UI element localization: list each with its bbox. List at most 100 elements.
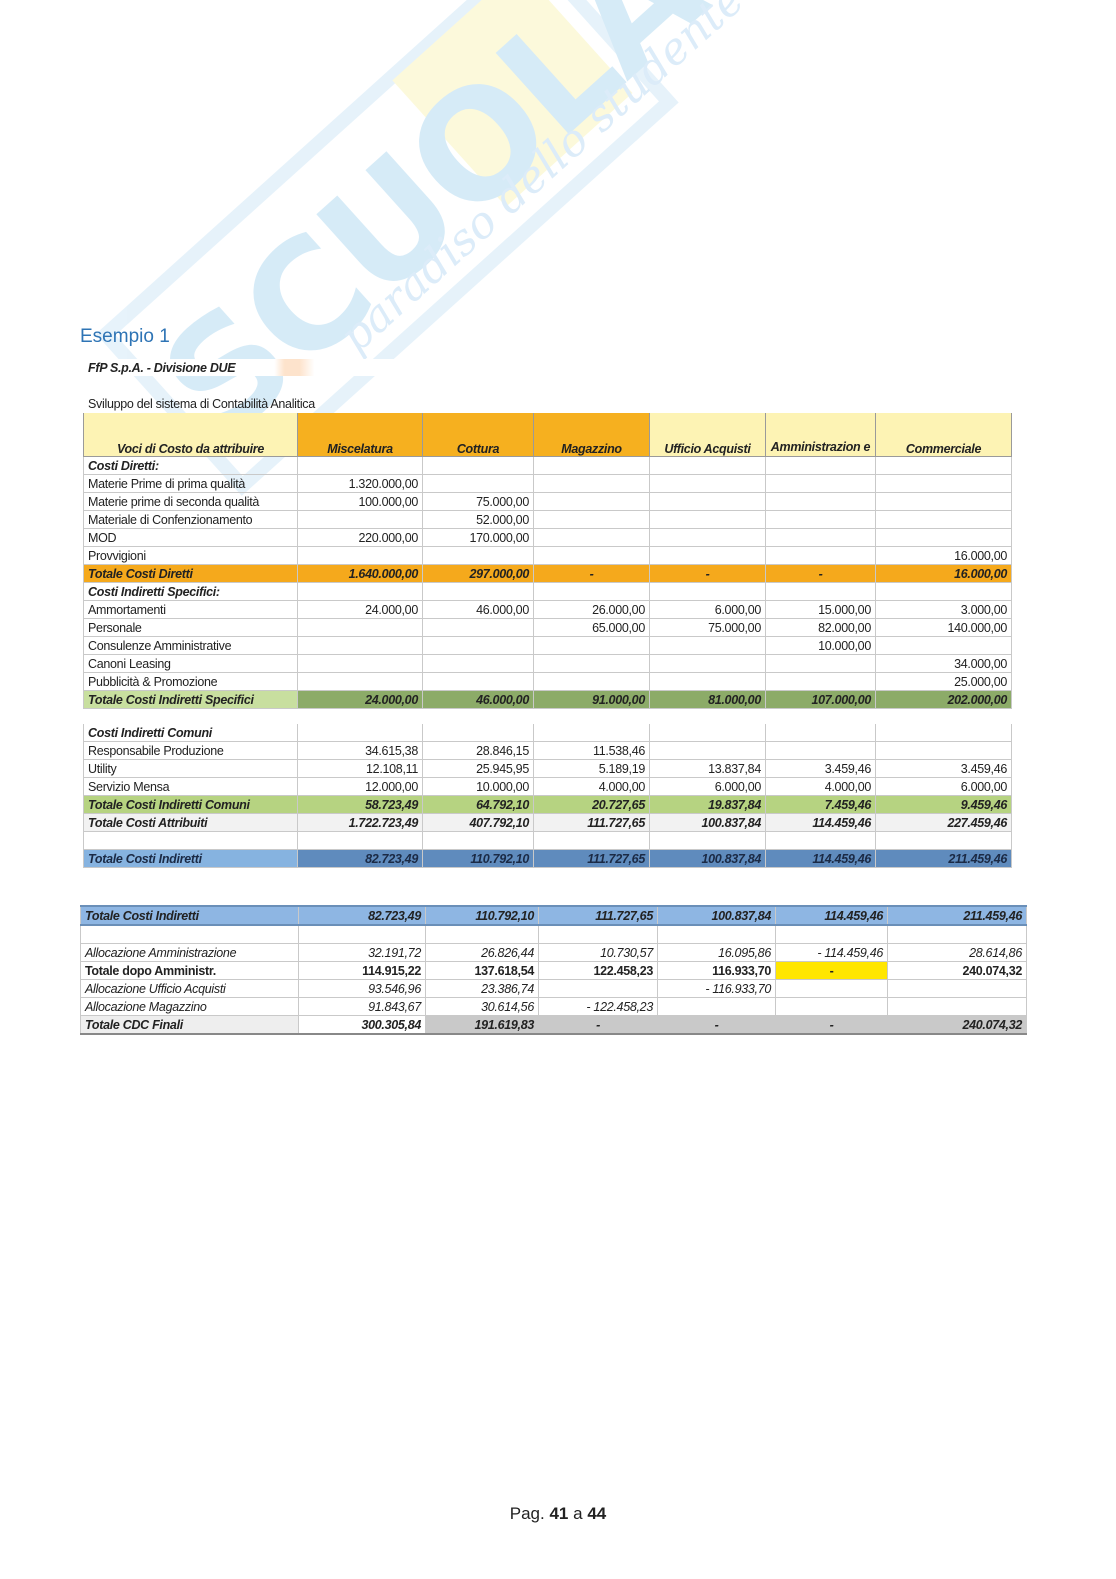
cell-value: 12.108,11 — [297, 759, 423, 778]
table-row: Totale Costi Indiretti Specifici 24.000,0… — [83, 690, 1013, 709]
cell-value — [649, 546, 766, 565]
cell-value — [297, 654, 423, 673]
table-row: Responsabile Produzione 34.615,38 28.846,1… — [83, 741, 1013, 760]
cell-value: 1.722.723,49 — [297, 813, 423, 832]
cell-value — [874, 510, 1013, 529]
cell-value — [765, 456, 876, 475]
cell-value: - — [538, 1015, 658, 1035]
cell-value — [422, 723, 534, 742]
cell-value: 191.619,83 — [425, 1015, 539, 1035]
table-row: Utility 12.108,11 25.945,95 5.189,19 13.837,… — [83, 759, 1013, 778]
cell-value — [533, 456, 650, 475]
table-row: Totale Costi Indiretti Comuni 58.723,49 64… — [83, 795, 1013, 814]
cell-value — [422, 474, 534, 493]
cell-value — [297, 546, 423, 565]
cell-value — [874, 723, 1013, 742]
cell-value: 16.000,00 — [874, 564, 1013, 583]
cell-value — [649, 831, 766, 850]
cell-value — [297, 510, 423, 529]
row-label: Canoni Leasing — [83, 654, 298, 673]
cell-value: 26.826,44 — [425, 943, 539, 962]
cell-value — [775, 924, 888, 944]
cell-value: 111.727,65 — [533, 813, 650, 832]
cell-value: 64.792,10 — [422, 795, 534, 814]
cell-value: 6.000,00 — [874, 777, 1013, 796]
cell-value — [657, 924, 776, 944]
cell-value: 19.837,84 — [649, 795, 766, 814]
row-label: Totale Costi Indiretti Comuni — [83, 795, 298, 814]
table-row: Totale Costi Diretti 1.640.000,00 297.000,… — [83, 564, 1013, 583]
row-label: Allocazione Ufficio Acquisti — [80, 979, 299, 998]
cell-value — [765, 654, 876, 673]
cell-value — [649, 456, 766, 475]
cell-value — [297, 723, 423, 742]
cell-value: 6.000,00 — [649, 600, 766, 619]
cell-value: 10.000,00 — [422, 777, 534, 796]
cell-value — [422, 636, 534, 655]
cell-value: - 122.458,23 — [538, 997, 658, 1016]
cell-value: 114.459,46 — [775, 905, 888, 926]
cell-value — [765, 510, 876, 529]
cell-value: - — [649, 564, 766, 583]
cell-value: 3.459,46 — [765, 759, 876, 778]
cell-value — [874, 831, 1013, 850]
cell-value: 240.074,32 — [887, 1015, 1027, 1035]
cell-value — [422, 672, 534, 691]
cell-value: - — [775, 1015, 888, 1035]
cell-value — [298, 709, 423, 724]
table-row: Costi Diretti: — [83, 456, 1013, 475]
cell-value — [297, 831, 423, 850]
table-subtitle: Sviluppo del sistema di Contabilità Anal… — [88, 396, 315, 411]
table-row: Allocazione Ufficio Acquisti 93.546,96 23.… — [80, 979, 1027, 998]
cell-value: 82.723,49 — [297, 849, 423, 868]
cell-value: 75.000,00 — [649, 618, 766, 637]
table-row — [84, 709, 1012, 724]
cost-allocation-table: FfP S.p.A. - Divisione DUE Sviluppo del … — [83, 358, 1013, 868]
cell-value — [874, 492, 1013, 511]
cell-value: 91.843,67 — [298, 997, 426, 1016]
cell-value — [874, 582, 1013, 601]
cell-value — [533, 546, 650, 565]
cell-value: 28.614,86 — [887, 943, 1027, 962]
cell-value: 75.000,00 — [422, 492, 534, 511]
cell-value — [765, 492, 876, 511]
row-label: Materiale di Confenzionamento — [83, 510, 298, 529]
cell-value — [649, 528, 766, 547]
cell-value — [765, 582, 876, 601]
cell-value: 32.191,72 — [298, 943, 426, 962]
cell-value — [874, 741, 1013, 760]
row-label: Costi Diretti: — [83, 456, 298, 475]
cell-value: 407.792,10 — [422, 813, 534, 832]
cell-value: 9.459,46 — [874, 795, 1013, 814]
cell-value: 1.320.000,00 — [297, 474, 423, 493]
table-row: Totale Costi Indiretti 82.723,49 110.792,1… — [80, 905, 1027, 926]
row-label: Materie Prime di prima qualità — [83, 474, 298, 493]
row-label: Allocazione Amministrazione — [80, 943, 299, 962]
row-label: Totale Costi Attribuiti — [83, 813, 298, 832]
table-row: Materie Prime di prima qualità 1.320.000,… — [83, 474, 1013, 493]
cell-value — [533, 492, 650, 511]
table-row: Pubblicità & Promozione 25.000,00 — [83, 672, 1013, 691]
cell-value — [887, 979, 1027, 998]
cell-value — [538, 924, 658, 944]
cell-value — [649, 723, 766, 742]
column-header: Miscelatura — [297, 412, 423, 457]
cell-value: 23.386,74 — [425, 979, 539, 998]
cell-value — [775, 979, 888, 998]
cell-value — [534, 709, 650, 724]
row-label: Totale Costi Diretti — [83, 564, 298, 583]
cell-value — [775, 997, 888, 1016]
cell-value — [874, 636, 1013, 655]
cell-value: 46.000,00 — [422, 600, 534, 619]
cell-value — [297, 672, 423, 691]
table-row — [83, 831, 1013, 850]
table-row: Totale Costi Attribuiti 1.722.723,49 407.7… — [83, 813, 1013, 832]
cell-value — [297, 582, 423, 601]
cell-value: 211.459,46 — [887, 905, 1027, 926]
cell-value: - — [657, 1015, 776, 1035]
column-header: Amministrazion e — [765, 412, 876, 457]
row-label: Totale Costi Indiretti — [80, 905, 299, 926]
page-footer: Pag. 41 a 44 — [0, 1504, 1116, 1524]
cell-value: 12.000,00 — [297, 777, 423, 796]
page-number: 41 — [549, 1504, 569, 1523]
